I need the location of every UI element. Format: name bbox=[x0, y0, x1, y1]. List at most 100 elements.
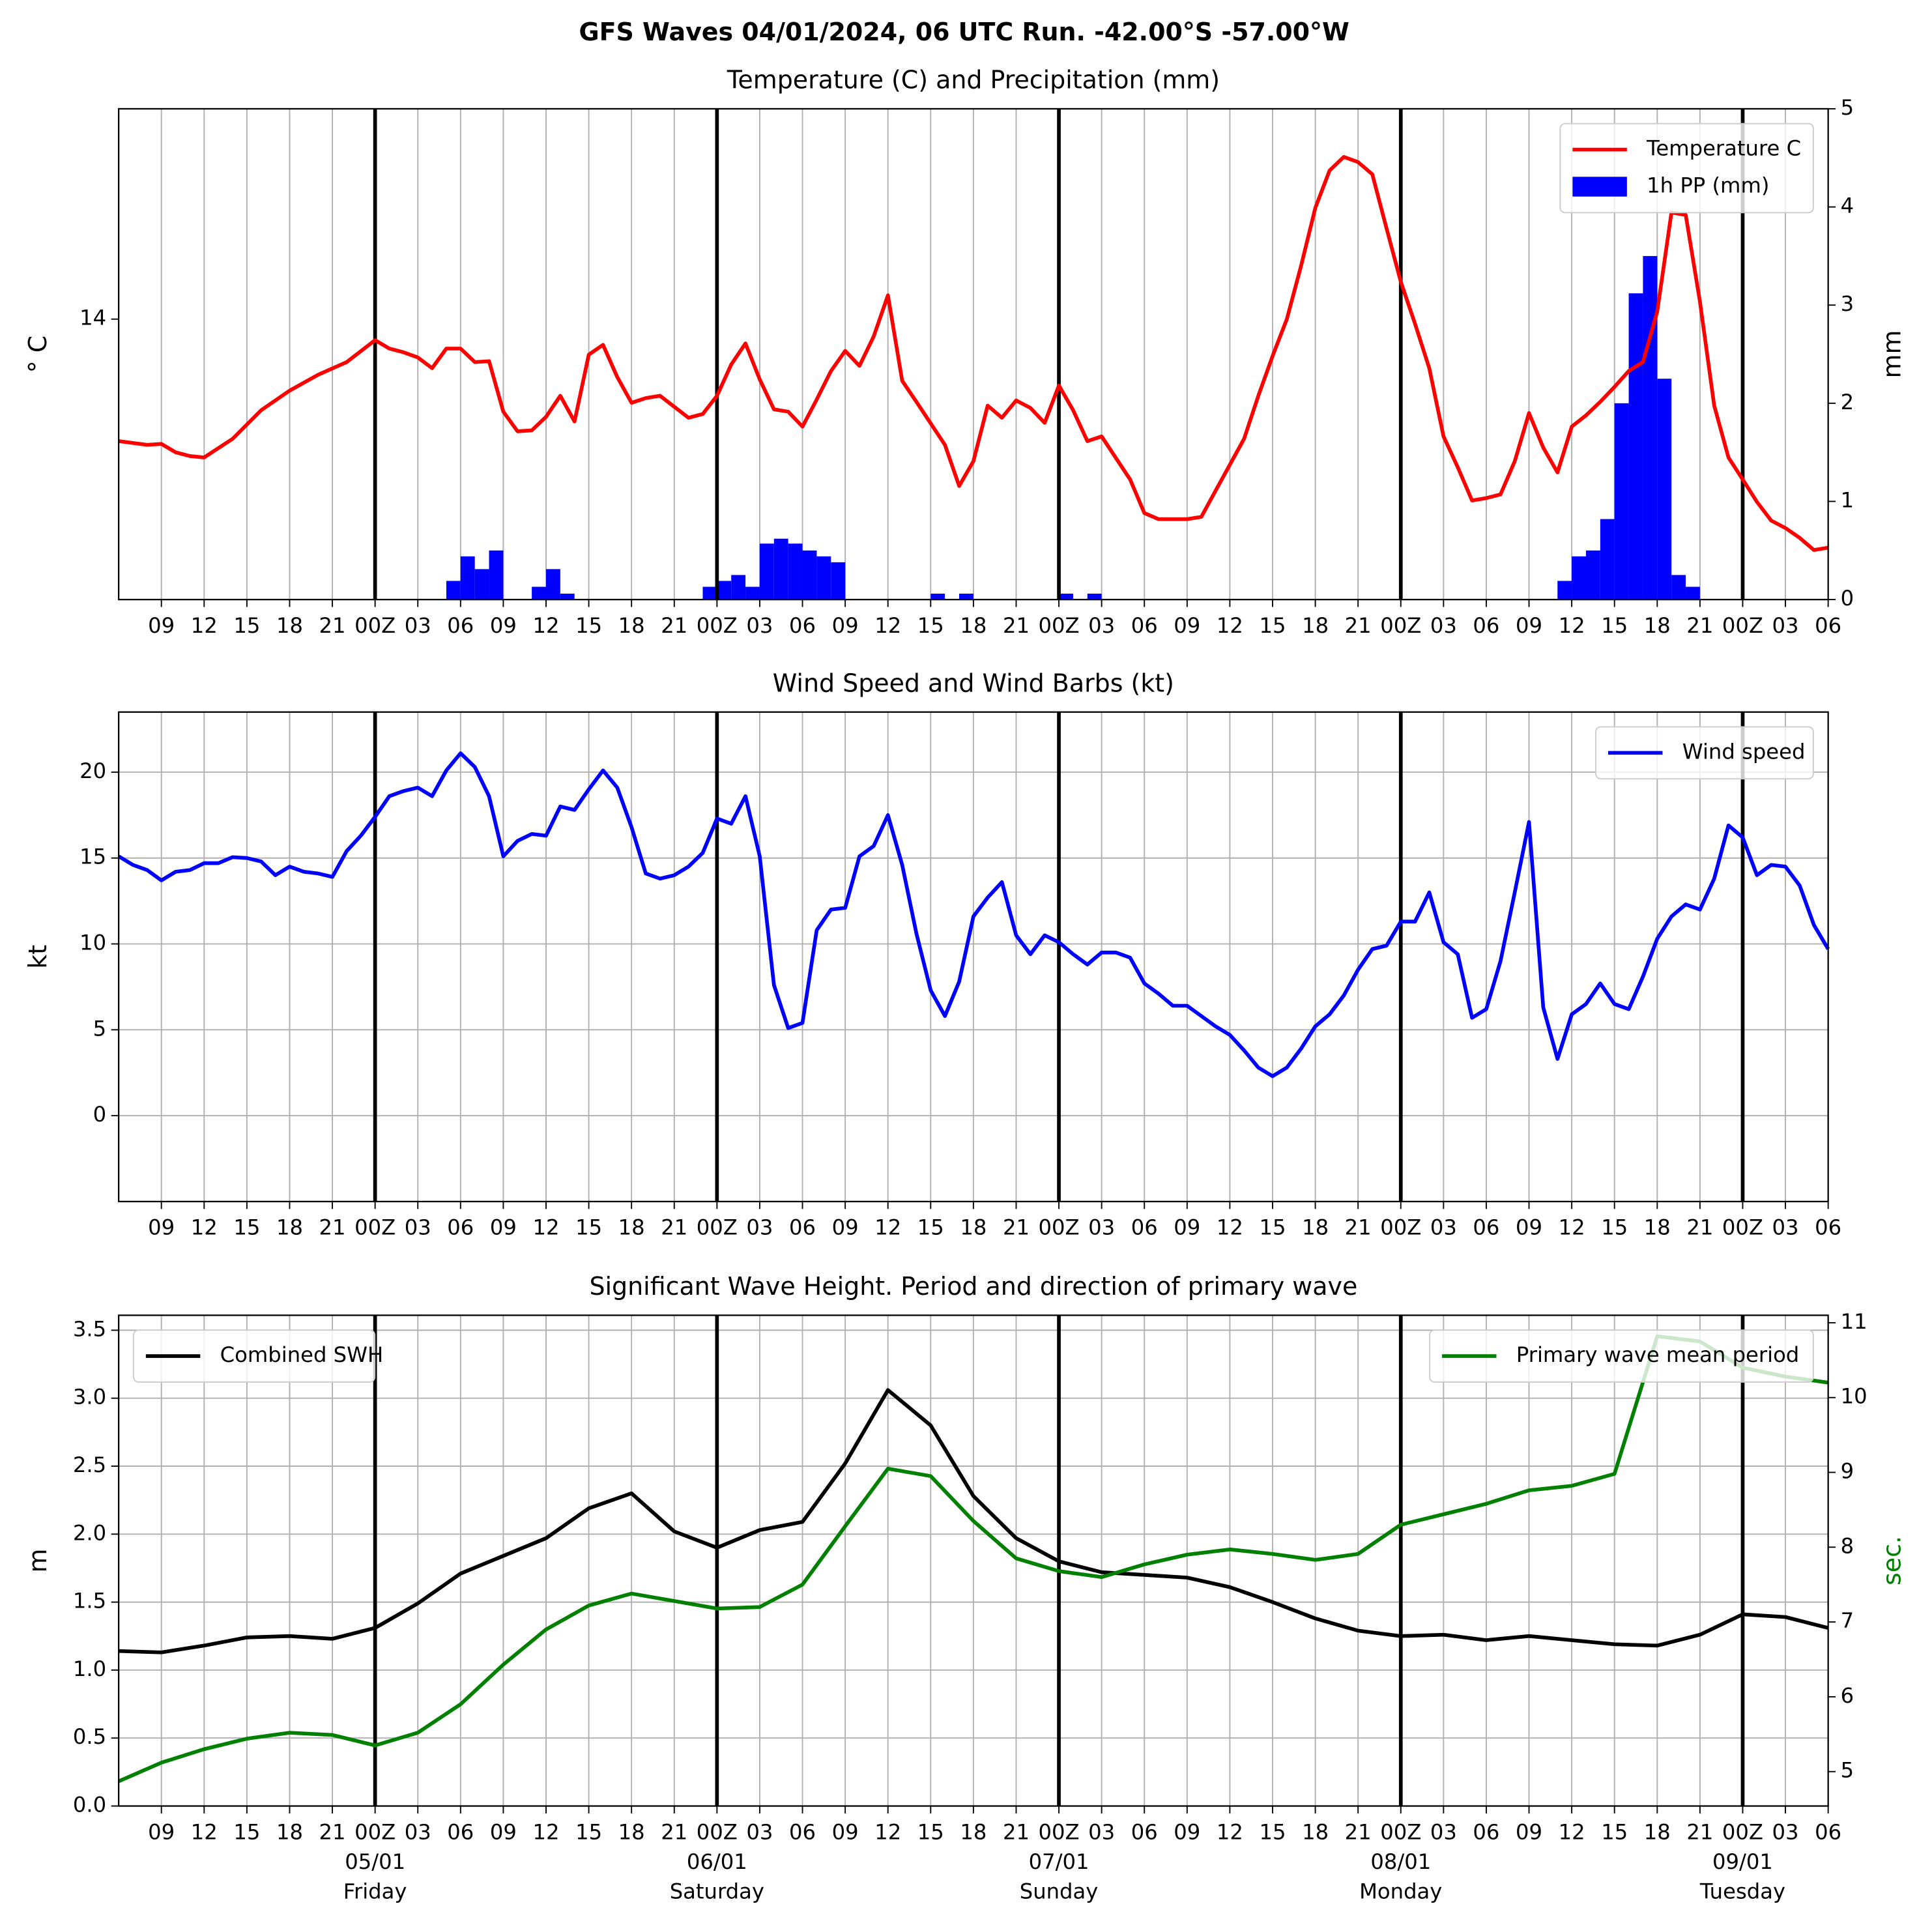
x-tick-label: 15 bbox=[575, 613, 602, 638]
y2-axis-label: mm bbox=[1878, 330, 1907, 379]
x-tick-label: 12 bbox=[532, 613, 559, 638]
x-tick-label: 18 bbox=[618, 1215, 645, 1240]
x-tick-label: 18 bbox=[1644, 1819, 1671, 1844]
x-tick-label: 06 bbox=[1131, 1819, 1158, 1844]
x-tick-label: 03 bbox=[1430, 1215, 1457, 1240]
x-tick-label: 03 bbox=[1430, 1819, 1457, 1844]
x-tick-label: 00Z bbox=[1380, 1819, 1421, 1844]
legend-box bbox=[1595, 726, 1814, 780]
x-tick-label: 09 bbox=[148, 1215, 175, 1240]
x-tick-label: 21 bbox=[661, 613, 687, 638]
x-tick-label: 03 bbox=[405, 613, 431, 638]
x-tick-label: 12 bbox=[1559, 1215, 1585, 1240]
x-tick-label: 18 bbox=[960, 613, 987, 638]
precip-bar bbox=[1059, 594, 1073, 600]
y2-tick-label: 6 bbox=[1841, 1683, 1854, 1708]
x-tick-label: 00Z bbox=[697, 613, 738, 638]
figure-title: GFS Waves 04/01/2024, 06 UTC Run. -42.00… bbox=[579, 18, 1349, 46]
y2-axis-label: sec. bbox=[1878, 1536, 1907, 1585]
date-label: 07/01 bbox=[1029, 1849, 1089, 1874]
x-tick-label: 21 bbox=[1003, 1819, 1030, 1844]
x-tick-label: 06 bbox=[789, 613, 816, 638]
plot-frame bbox=[117, 108, 1829, 601]
x-tick-label: 00Z bbox=[1380, 1215, 1421, 1240]
x-tick-label: 00Z bbox=[1380, 613, 1421, 638]
x-tick-label: 15 bbox=[1259, 1819, 1286, 1844]
precip-bar bbox=[731, 575, 746, 600]
x-tick-label: 15 bbox=[917, 613, 944, 638]
y2-tick-label: 8 bbox=[1841, 1533, 1854, 1558]
y2-tick-label: 0 bbox=[1841, 586, 1854, 611]
x-tick-label: 09 bbox=[1516, 613, 1542, 638]
legend-label: 1h PP (mm) bbox=[1647, 173, 1769, 197]
x-tick-label: 15 bbox=[917, 1215, 944, 1240]
panel-title: Temperature (C) and Precipitation (mm) bbox=[727, 66, 1220, 94]
x-tick-label: 12 bbox=[1217, 1819, 1243, 1844]
plot-frame bbox=[117, 711, 1829, 1203]
x-tick-label: 00Z bbox=[1039, 1215, 1080, 1240]
y-tick-label: 2.5 bbox=[73, 1452, 106, 1477]
legend: Temperature C 1h PP (mm) bbox=[1559, 123, 1814, 214]
precip-bar bbox=[1671, 575, 1686, 600]
weekday-label: Sunday bbox=[1020, 1879, 1099, 1903]
x-tick-label: 09 bbox=[832, 1215, 859, 1240]
x-tick-label: 15 bbox=[917, 1819, 944, 1844]
y2-tick-label: 7 bbox=[1841, 1608, 1854, 1633]
precip-bar bbox=[773, 538, 788, 600]
y-tick-label: 10 bbox=[79, 931, 106, 955]
x-tick-label: 15 bbox=[1601, 1819, 1628, 1844]
date-label: 06/01 bbox=[687, 1849, 747, 1874]
y-tick-label: 5 bbox=[93, 1016, 107, 1041]
y2-tick-label: 4 bbox=[1841, 194, 1854, 218]
legend-box bbox=[1429, 1329, 1814, 1383]
x-tick-label: 12 bbox=[1217, 1215, 1243, 1240]
x-tick-label: 18 bbox=[276, 613, 303, 638]
x-tick-label: 00Z bbox=[697, 1215, 738, 1240]
precip-bar bbox=[802, 550, 817, 600]
series-line bbox=[118, 154, 1829, 552]
x-tick-label: 09 bbox=[1174, 1819, 1200, 1844]
x-tick-label: 12 bbox=[191, 1819, 218, 1844]
y-axis-label: kt bbox=[23, 945, 52, 969]
x-tick-label: 12 bbox=[1559, 613, 1585, 638]
x-tick-label: 09 bbox=[490, 613, 517, 638]
weekday-label: Saturday bbox=[670, 1879, 764, 1903]
legend-swatch bbox=[1572, 177, 1627, 197]
x-tick-label: 06 bbox=[789, 1215, 816, 1240]
x-tick-label: 18 bbox=[276, 1819, 303, 1844]
x-tick-label: 12 bbox=[1559, 1819, 1585, 1844]
y-tick-label: 1.0 bbox=[73, 1656, 106, 1681]
legend-label: Primary wave mean period bbox=[1516, 1342, 1799, 1367]
legend-label: Wind speed bbox=[1682, 739, 1806, 764]
x-tick-label: 00Z bbox=[1722, 1819, 1763, 1844]
x-tick-label: 18 bbox=[1644, 613, 1671, 638]
precip-bar bbox=[1585, 550, 1600, 600]
x-tick-label: 03 bbox=[1088, 1819, 1115, 1844]
x-tick-label: 06 bbox=[1473, 1819, 1499, 1844]
legend-box bbox=[132, 1329, 376, 1383]
x-tick-label: 15 bbox=[1601, 613, 1628, 638]
legend: Wind speed bbox=[1595, 726, 1814, 780]
precip-bar bbox=[532, 586, 546, 600]
x-tick-label: 15 bbox=[1259, 1215, 1286, 1240]
x-tick-label: 03 bbox=[1088, 613, 1115, 638]
y-axis-label: m bbox=[23, 1549, 52, 1573]
x-tick-label: 15 bbox=[575, 1819, 602, 1844]
x-tick-label: 06 bbox=[447, 1215, 474, 1240]
x-tick-label: 18 bbox=[960, 1215, 987, 1240]
precip-bar bbox=[831, 562, 846, 600]
x-tick-label: 06 bbox=[1473, 1215, 1499, 1240]
precip-bar bbox=[930, 594, 945, 600]
y-tick-label: 15 bbox=[79, 845, 106, 869]
y-tick-label: 2.0 bbox=[73, 1520, 106, 1545]
weekday-label: Tuesday bbox=[1699, 1879, 1785, 1903]
precip-bar bbox=[1600, 519, 1615, 600]
x-tick-label: 00Z bbox=[354, 1819, 396, 1844]
x-tick-label: 00Z bbox=[1039, 613, 1080, 638]
x-tick-label: 15 bbox=[233, 1819, 260, 1844]
x-tick-label: 09 bbox=[1174, 1215, 1200, 1240]
x-tick-label: 21 bbox=[1345, 1819, 1372, 1844]
precip-bar bbox=[959, 594, 973, 600]
date-label: 09/01 bbox=[1712, 1849, 1773, 1874]
